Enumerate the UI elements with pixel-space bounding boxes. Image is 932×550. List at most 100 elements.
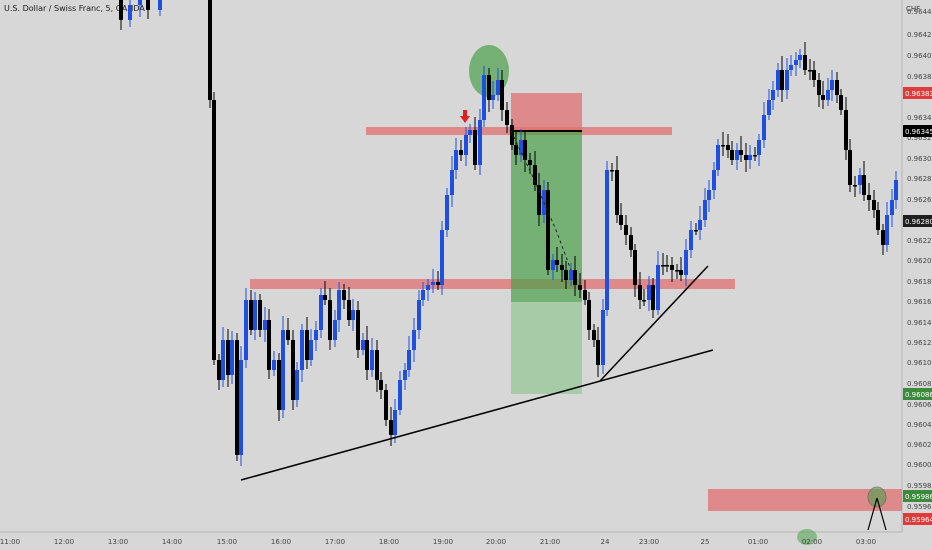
candle xyxy=(253,292,257,340)
candle xyxy=(235,333,239,461)
candle xyxy=(272,351,276,376)
candle xyxy=(158,0,162,16)
time-axis[interactable]: 11:00 12:00 13:00 14:00 15:00 16:00 17:00 18:00… xyxy=(0,538,876,546)
price-tag: 0.96280 xyxy=(903,215,932,227)
support-zone[interactable] xyxy=(250,279,735,289)
candle xyxy=(629,227,633,257)
time-tick-label: 14:00 xyxy=(162,538,182,546)
candle xyxy=(464,127,468,166)
candle xyxy=(379,372,383,399)
candle xyxy=(496,68,500,101)
candle xyxy=(221,327,225,387)
offscreen-highlight-circle xyxy=(797,529,817,545)
stop-loss-box[interactable] xyxy=(511,93,582,131)
price-tag-label: 0.95964 xyxy=(905,516,932,524)
price-tags: 0.96383 0.96345 0.96280 0.96086 0.95986 0.959… xyxy=(903,87,932,525)
candle xyxy=(564,261,568,289)
time-tick-label: 21:00 xyxy=(540,538,560,546)
candle xyxy=(839,89,843,115)
candle xyxy=(661,253,665,275)
candle xyxy=(684,239,688,286)
candle xyxy=(675,264,679,279)
candle xyxy=(365,326,369,380)
candle xyxy=(744,143,748,172)
price-axis[interactable]: 0.964400.964200.964000.963800.963600.963… xyxy=(907,8,932,511)
candle xyxy=(569,263,573,286)
time-tick-label: 18:00 xyxy=(379,538,399,546)
candle xyxy=(798,49,802,68)
candle xyxy=(578,273,582,298)
candle xyxy=(885,202,889,252)
candle xyxy=(323,281,327,305)
candle xyxy=(712,162,716,199)
candle xyxy=(735,143,739,170)
candle xyxy=(286,318,290,345)
candle xyxy=(867,183,871,211)
candle xyxy=(440,221,444,295)
candle xyxy=(445,188,449,237)
time-tick-label: 12:00 xyxy=(54,538,74,546)
candle xyxy=(417,290,421,339)
time-tick-label: 20:00 xyxy=(486,538,506,546)
price-tag: 0.96345 xyxy=(903,125,932,137)
candle xyxy=(560,254,564,282)
price-tag-label: 0.96086 xyxy=(905,391,932,399)
time-tick-label: 24 xyxy=(601,538,610,546)
candle xyxy=(753,147,757,161)
candle xyxy=(533,151,537,191)
candle xyxy=(785,58,789,99)
lower-zone[interactable] xyxy=(708,489,902,511)
candle xyxy=(573,256,577,296)
arrow-line-right xyxy=(876,497,887,531)
upper-trend-line[interactable] xyxy=(599,265,709,382)
lower-trend-line[interactable] xyxy=(240,349,714,481)
price-tag: 0.96086 xyxy=(903,388,932,400)
candle xyxy=(412,318,416,362)
candle xyxy=(384,384,388,426)
candle xyxy=(295,362,299,407)
price-tag-label: 0.96345 xyxy=(905,128,932,136)
candle xyxy=(138,0,142,17)
candle xyxy=(844,97,848,160)
candle xyxy=(146,0,150,19)
symbol-title: U.S. Dollar / Swiss Franc, 5, OANDA xyxy=(4,4,145,13)
time-tick-label: 23:00 xyxy=(639,538,659,546)
candle xyxy=(337,282,341,332)
projection-dashed-line xyxy=(510,130,572,271)
candle xyxy=(762,102,766,148)
candle xyxy=(230,331,234,384)
candle xyxy=(808,59,812,80)
candle xyxy=(487,68,491,112)
time-tick-label: 17:00 xyxy=(325,538,345,546)
candle xyxy=(876,202,880,235)
candle xyxy=(217,354,221,390)
candle xyxy=(642,289,646,306)
candle xyxy=(258,294,262,337)
candle xyxy=(555,247,559,272)
candle xyxy=(244,288,248,368)
candle xyxy=(263,307,267,342)
candle xyxy=(776,63,780,97)
candle xyxy=(716,139,720,176)
candle xyxy=(370,338,374,377)
candle xyxy=(633,244,637,297)
candle xyxy=(665,255,669,272)
candle xyxy=(826,78,830,106)
candle xyxy=(500,70,504,121)
candle xyxy=(780,56,784,102)
candle xyxy=(767,89,771,120)
candle xyxy=(656,251,660,315)
candle xyxy=(853,176,857,197)
candle xyxy=(239,346,243,466)
